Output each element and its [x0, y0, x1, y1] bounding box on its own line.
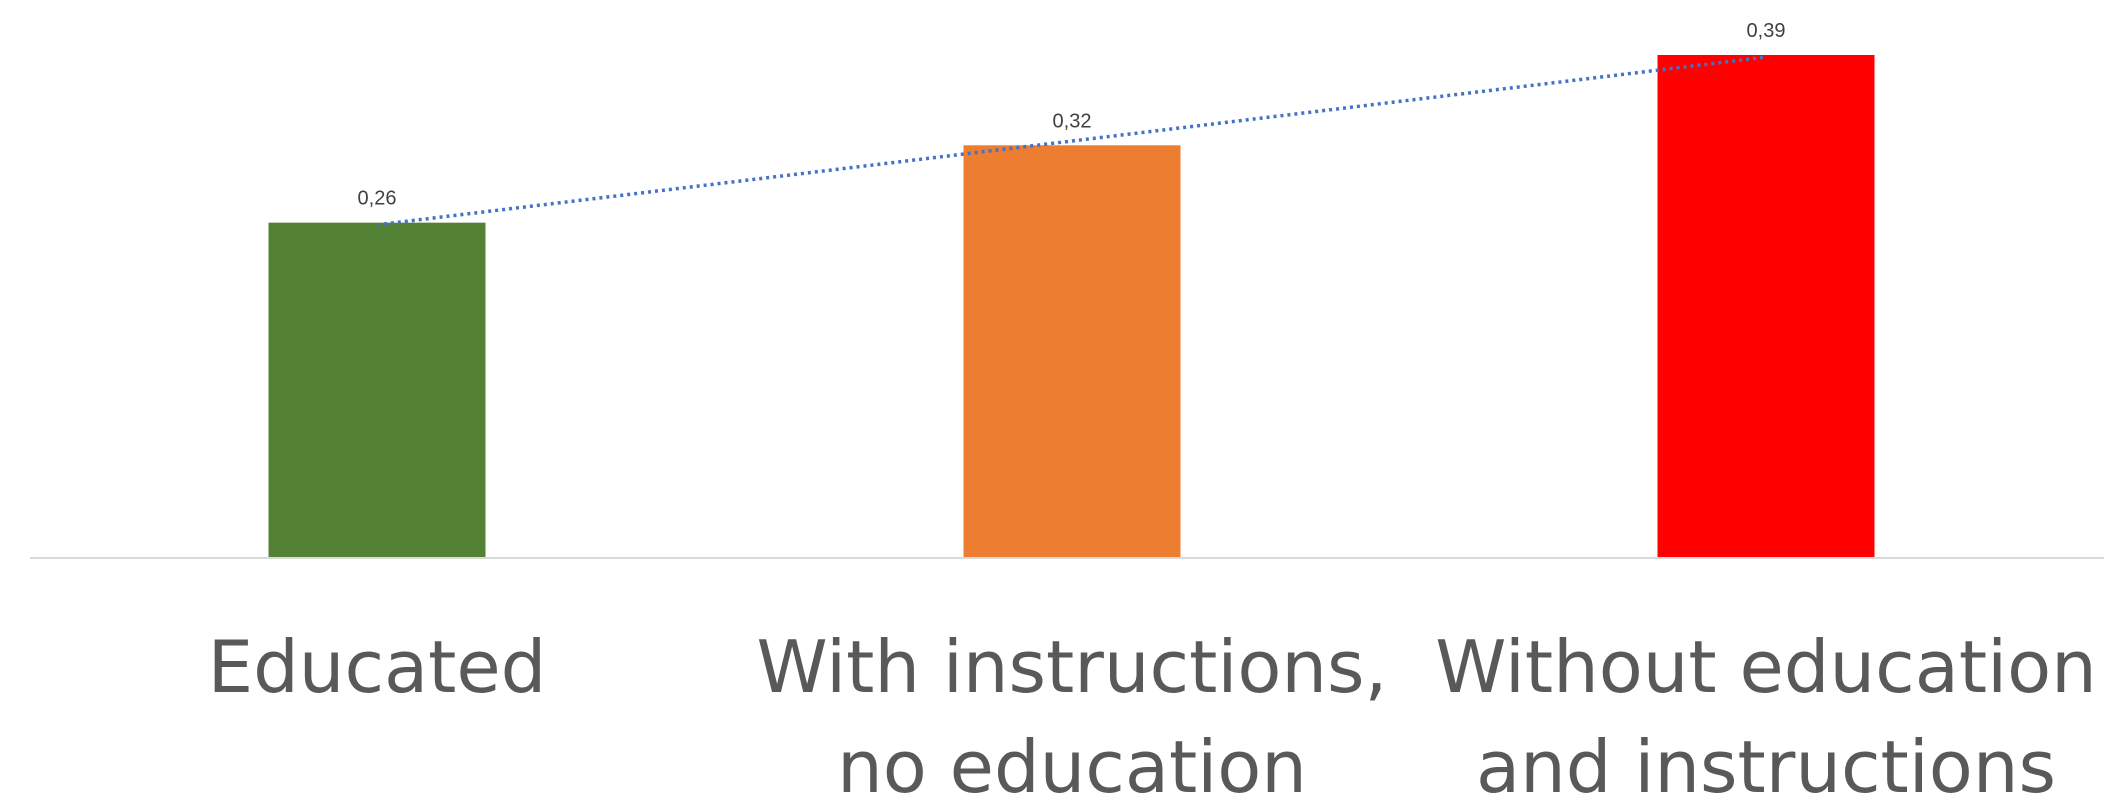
- bar-1: [268, 222, 486, 558]
- bar-2: [963, 145, 1181, 559]
- bars-layer: [268, 55, 1875, 559]
- category-label-1-line-1: Educated: [208, 625, 547, 709]
- data-label-3: 0,39: [1747, 20, 1786, 42]
- category-labels-layer: Educated With instructions, no education Wi…: [208, 625, 2097, 804]
- category-label-3-line-1: Without education: [1435, 625, 2097, 709]
- trendline: [376, 55, 1767, 227]
- data-label-1: 0,26: [358, 188, 397, 210]
- bar-3: [1657, 55, 1875, 558]
- data-labels-layer: 0,26 0,32 0,39: [358, 20, 1786, 210]
- category-label-3-line-2: and instructions: [1476, 725, 2056, 804]
- category-label-2-line-1: With instructions,: [757, 625, 1388, 709]
- category-label-2-line-2: no education: [837, 725, 1307, 804]
- data-label-2: 0,32: [1053, 110, 1092, 132]
